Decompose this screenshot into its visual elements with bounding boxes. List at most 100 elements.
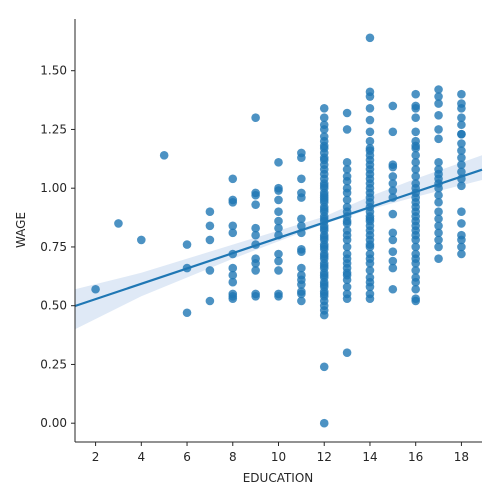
data-point (319, 418, 329, 428)
x-tick-label: 2 (92, 450, 100, 464)
data-point (457, 120, 466, 130)
data-point (319, 270, 329, 280)
data-point (434, 92, 443, 101)
data-point (388, 186, 398, 195)
y-tick-label: 0.50 (40, 299, 67, 313)
data-point (319, 289, 329, 299)
data-point (365, 259, 375, 268)
data-point (274, 207, 283, 216)
data-point (365, 92, 375, 101)
data-point (365, 136, 375, 146)
data-point (251, 292, 260, 301)
y-axis-label: WAGE (14, 212, 28, 248)
data-point (342, 195, 352, 205)
data-point (411, 158, 420, 167)
data-point (137, 235, 146, 245)
data-point (342, 158, 352, 167)
data-point (434, 198, 443, 207)
data-point (411, 89, 420, 99)
data-point (342, 108, 352, 118)
data-point (342, 176, 352, 186)
confidence-band (75, 155, 482, 330)
data-point (228, 263, 238, 273)
data-point (319, 113, 329, 122)
data-point (319, 223, 329, 233)
x-tick-label: 6 (183, 450, 191, 464)
data-point (319, 310, 329, 320)
data-point (457, 139, 466, 148)
data-point (205, 235, 215, 245)
data-point (365, 33, 375, 43)
data-point (411, 165, 420, 174)
data-point (457, 219, 466, 228)
y-tick-label: 1.25 (40, 122, 67, 136)
regression-line-layer (74, 168, 483, 308)
x-tick-label: 4 (137, 450, 145, 464)
x-ticks: 2 4 6 8 10 12 14 16 18 (92, 442, 469, 464)
data-point (388, 179, 398, 188)
y-tick-label: 1.00 (40, 181, 67, 195)
data-point (434, 242, 443, 252)
data-point (457, 181, 466, 191)
data-point (411, 259, 420, 268)
data-point (205, 296, 215, 306)
data-point (411, 141, 420, 151)
data-point (251, 230, 260, 240)
data-point (274, 158, 283, 167)
data-point (434, 85, 443, 94)
y-tick-label: 1.50 (40, 64, 67, 78)
data-point (251, 190, 260, 200)
y-tick-label: 0.75 (40, 240, 67, 254)
data-point (182, 308, 192, 318)
data-point (434, 221, 443, 231)
data-point (411, 296, 420, 306)
y-tick-label: 0.00 (40, 416, 67, 430)
data-point (457, 129, 466, 139)
data-point (434, 214, 443, 224)
data-point (388, 127, 398, 137)
data-point (457, 104, 466, 113)
data-point (319, 242, 329, 252)
data-point (342, 275, 352, 285)
regression-line (74, 168, 483, 308)
data-point (274, 186, 283, 195)
data-point (365, 266, 375, 275)
data-point (205, 207, 215, 216)
data-point (457, 113, 466, 122)
data-point (297, 214, 306, 224)
data-point (457, 160, 466, 169)
data-point (228, 277, 238, 287)
data-point (434, 134, 443, 144)
data-point (434, 207, 443, 216)
data-point (297, 289, 306, 299)
data-point (91, 284, 100, 294)
data-point (228, 228, 238, 238)
data-point (388, 101, 398, 111)
data-point (319, 261, 329, 271)
data-point (114, 219, 123, 228)
data-point (319, 143, 329, 153)
data-point (457, 89, 466, 99)
x-tick-label: 18 (454, 450, 469, 464)
x-tick-label: 16 (408, 450, 423, 464)
data-point (297, 280, 306, 289)
data-point (319, 205, 329, 214)
data-point (319, 125, 329, 134)
x-tick-label: 14 (362, 450, 377, 464)
data-point (457, 146, 466, 155)
x-tick-label: 10 (271, 450, 286, 464)
data-point (342, 294, 352, 303)
data-point (457, 207, 466, 216)
data-point (297, 247, 306, 256)
data-point (434, 111, 443, 120)
data-point (365, 146, 375, 155)
data-point (411, 242, 420, 252)
data-points-layer (91, 33, 466, 428)
x-tick-label: 8 (229, 450, 237, 464)
data-point (228, 221, 238, 231)
y-ticks: 0.00 0.25 0.50 0.75 1.00 1.25 1.50 (40, 64, 75, 430)
data-point (365, 214, 375, 224)
data-point (342, 259, 352, 268)
data-point (434, 235, 443, 245)
